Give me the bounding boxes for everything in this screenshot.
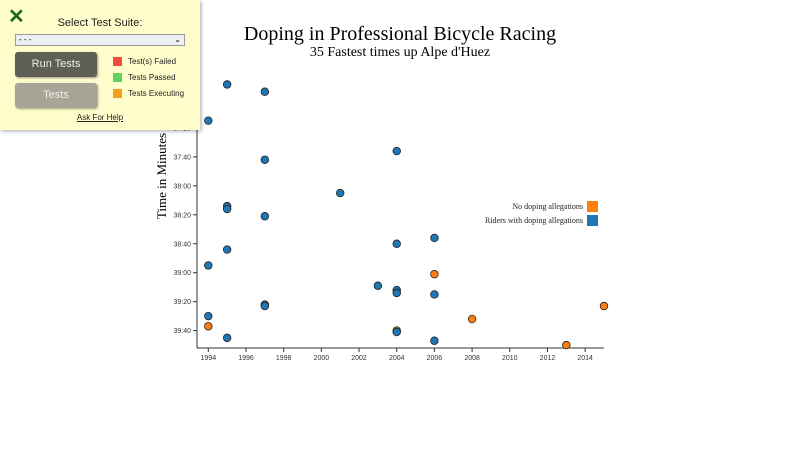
test-suite-select[interactable]: - - - ⌄ [15,34,185,46]
data-point [430,269,439,279]
y-tick-label: 39:40 [173,328,191,335]
data-point [204,261,213,270]
data-point [260,212,270,221]
x-tick-label: 1998 [276,355,292,362]
chart-title: Doping in Professional Bicycle Racing [244,23,556,45]
test-suite-panel: ✕ Select Test Suite: - - - ⌄ Run Tests Te… [0,0,200,130]
legend-swatch [587,201,598,212]
x-tick-label: 1996 [238,355,254,362]
y-tick-label: 39:00 [173,270,191,277]
data-point [260,87,270,96]
select-test-suite-label: Select Test Suite: [57,17,143,29]
data-point [430,290,439,299]
tests-button[interactable]: Tests [15,83,97,108]
data-point [392,146,401,156]
legend-label: Riders with doping allegations [485,216,583,225]
data-point [392,239,401,248]
run-tests-button[interactable]: Run Tests [15,52,97,77]
data-point [204,116,213,125]
x-tick-label: 2004 [389,355,405,362]
legend-label: No doping allegations [512,202,583,211]
x-tick-label: 2010 [502,355,518,362]
data-point [260,301,270,311]
data-point [336,188,345,198]
data-point [222,245,232,254]
chevron-down-icon: ⌄ [174,35,181,44]
data-point [373,281,383,290]
legend-swatch [587,215,598,226]
legend-failed: Test(s) Failed [113,57,177,67]
legend-executing: Tests Executing [113,89,185,99]
data-point [222,333,232,343]
data-point [392,327,401,337]
x-tick-label: 2000 [314,355,330,362]
data-point [260,155,270,164]
legend-label: Tests Passed [128,73,176,82]
data-point [599,301,609,311]
x-tick-label: 2014 [577,355,593,362]
chart-legend: No doping allegations Riders with doping … [485,201,598,226]
y-tick-label: 38:40 [173,241,191,248]
y-tick-label: 37:40 [173,154,191,161]
x-tick-label: 1994 [201,355,217,362]
data-point [562,340,571,350]
failed-swatch [113,57,122,67]
data-point [204,311,213,321]
x-tick-label: 2008 [464,355,480,362]
data-point [430,336,439,345]
legend-passed: Tests Passed [113,73,176,83]
x-tick-label: 2006 [427,355,443,362]
y-tick-label: 39:20 [173,299,191,306]
legend-label: Tests Executing [128,89,185,98]
y-axis-label: Time in Minutes [154,133,169,219]
close-icon[interactable]: ✕ [8,6,25,28]
x-tick-label: 2002 [351,355,367,362]
y-tick-label: 38:00 [173,183,191,190]
passed-swatch [113,73,122,83]
chart-subtitle: 35 Fastest times up Alpe d'Huez [310,45,490,60]
data-points [204,80,609,350]
y-tick-label: 38:20 [173,212,191,219]
executing-swatch [113,89,122,99]
ask-for-help-link[interactable]: Ask For Help [76,113,124,122]
data-point [392,288,401,298]
data-point [222,204,232,214]
data-point [204,322,213,331]
data-point [222,80,232,89]
legend-label: Test(s) Failed [128,57,177,66]
select-value: - - - [19,35,32,44]
x-tick-label: 2012 [540,355,556,362]
data-point [467,314,477,324]
data-point [430,233,439,243]
